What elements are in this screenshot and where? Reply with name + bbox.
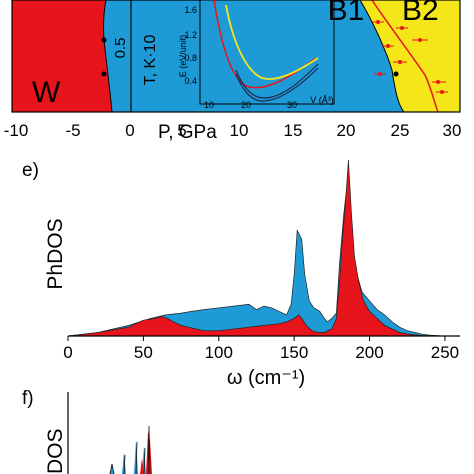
x-tick-label: 0 — [125, 121, 134, 140]
inset-y-tick: 1.2 — [184, 30, 197, 40]
x-tick-label: 0 — [63, 343, 72, 362]
x-tick-label: 50 — [134, 343, 153, 362]
x-tick-label: 5 — [177, 121, 186, 140]
x-tick-label: 250 — [431, 343, 459, 362]
inset-x-tick: 30 — [287, 100, 297, 110]
top-x-ticks: -10 -5 0 5 10 15 20 25 30 — [4, 121, 462, 140]
x-tick-label: -10 — [4, 121, 29, 140]
phase-diagram-panel: E (eV/unit) 1.6 1.2 0.8 0.4 10 20 30 V (… — [4, 0, 462, 143]
y-tick-temperature: 0.5 — [112, 38, 129, 59]
dos-panel-f: f) DOS — [22, 388, 152, 474]
x-tick-label: 25 — [391, 121, 410, 140]
inset-x-tick: 20 — [241, 100, 251, 110]
inset-energy-volume: E (eV/unit) 1.6 1.2 0.8 0.4 10 20 30 V (… — [178, 0, 335, 110]
x-tick-label: 200 — [355, 343, 383, 362]
inset-y-label: E (eV/unit) — [178, 35, 188, 78]
phase-label-w: W — [32, 76, 61, 109]
inset-y-tick: 0.4 — [184, 76, 197, 86]
panel-letter-f: f) — [22, 388, 34, 409]
phdos-series-0 — [67, 186, 445, 337]
x-axis-label-omega: ω (cm⁻¹) — [227, 367, 305, 389]
phdos-series-1 — [67, 159, 445, 337]
phase-region-w — [12, 0, 112, 112]
x-tick-label: -5 — [65, 121, 80, 140]
y-axis-label-phdos: PhDOS — [44, 218, 67, 289]
x-tick-label: 150 — [280, 343, 308, 362]
inset-x-tick: 10 — [204, 100, 214, 110]
x-tick-label: 100 — [205, 343, 233, 362]
phdos-panel-e: e) PhDOS 0 50 100 150 200 250 ω (cm⁻¹) — [22, 159, 460, 389]
x-tick-label: 10 — [230, 121, 249, 140]
y-axis-label-dos: DOS — [44, 428, 67, 474]
inset-y-tick: 1.6 — [184, 5, 197, 15]
x-tick-label: 20 — [337, 121, 356, 140]
phase-label-b2: B2 — [402, 0, 439, 27]
x-tick-label: 15 — [284, 121, 303, 140]
inset-x-label: V (Å³) — [310, 95, 334, 105]
x-tick-label: 30 — [443, 121, 462, 140]
phdos-x-ticks: 0 50 100 150 200 250 — [63, 336, 459, 362]
phdos-series-group — [67, 159, 445, 337]
x-axis-label-pressure: P, GPa — [158, 122, 217, 143]
y-axis-label-temperature: T, K·10 — [142, 35, 159, 86]
panel-letter-e: e) — [22, 160, 39, 181]
inset-y-tick: 0.8 — [184, 53, 197, 63]
phase-label-b1: B1 — [328, 0, 365, 27]
